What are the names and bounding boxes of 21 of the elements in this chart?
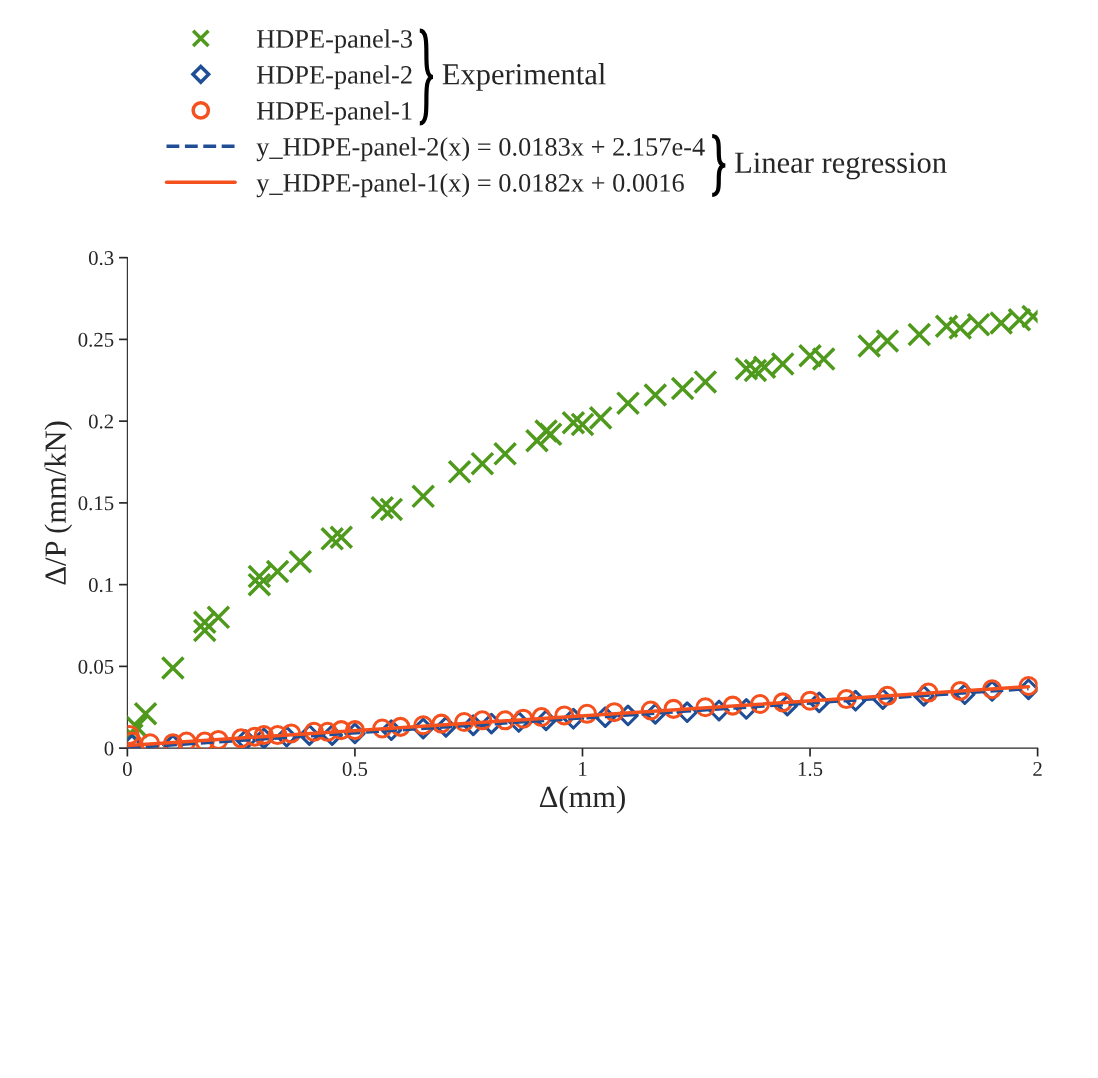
y-tick-label: 0.1 xyxy=(88,578,113,593)
y-tick-label: 0.15 xyxy=(78,496,114,511)
legend-label: HDPE-panel-1 xyxy=(256,101,412,126)
text: Linear regression xyxy=(735,152,947,180)
x-tick-label: 0.5 xyxy=(342,761,368,777)
x-tick-label: 0 xyxy=(122,761,132,776)
legend-label: y_HDPE-panel-1(x) = 0.0182x + 0.0016 xyxy=(256,173,684,198)
x-axis-title: Δ(mm) xyxy=(539,785,625,814)
y-tick-label: 0.2 xyxy=(88,414,114,429)
y-axis-title: Δ/P (mm/kN) xyxy=(44,421,73,585)
y-tick-label: 0.3 xyxy=(88,251,114,266)
legend-label: HDPE-panel-3 xyxy=(256,29,413,54)
legend-label: HDPE-panel-2 xyxy=(256,65,412,90)
y-tick-label: 0 xyxy=(104,741,114,756)
y-tick-label: 0.25 xyxy=(78,332,114,347)
x-tick-label: 1 xyxy=(579,762,587,776)
y-tick-label: 0.05 xyxy=(78,659,114,674)
x-tick-label: 2 xyxy=(1033,761,1042,776)
legend-label: y_HDPE-panel-2(x) = 0.0183x + 2.157e-4 xyxy=(256,137,705,162)
text: Experimental xyxy=(442,63,606,91)
x-tick-label: 1.5 xyxy=(798,762,823,777)
